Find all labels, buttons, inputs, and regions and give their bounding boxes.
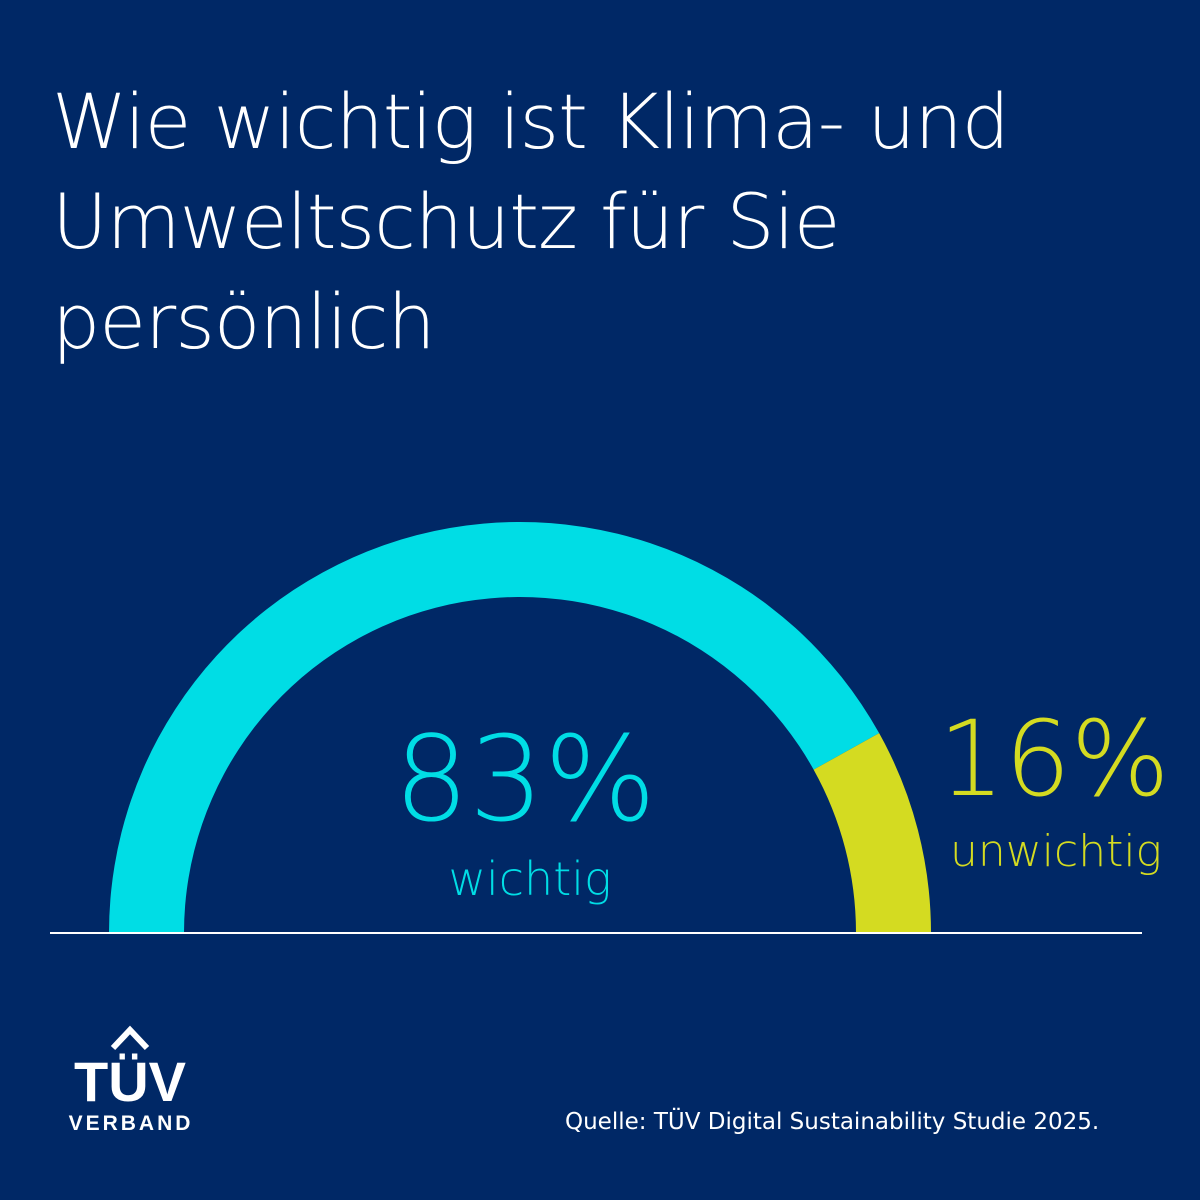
data-label-unwichtig-value: 16% <box>938 698 1169 820</box>
data-label-wichtig: wichtig <box>448 852 611 906</box>
data-label-wichtig-value: 83% <box>394 710 656 848</box>
tuev-logo: TÜV VERBAND <box>69 1025 194 1135</box>
source-note: Quelle: TÜV Digital Sustainability Studi… <box>565 1109 1100 1135</box>
logo-brand: TÜV <box>74 1050 186 1113</box>
gauge-slice-unwichtig <box>813 733 931 933</box>
gauge-arcs <box>109 522 931 933</box>
gauge-slice-wichtig <box>109 522 880 933</box>
logo-subtitle: VERBAND <box>69 1112 194 1135</box>
data-label-unwichtig: unwichtig <box>950 826 1162 877</box>
chart-title: Wie wichtig ist Klima- und Umweltschutz … <box>52 77 1010 366</box>
